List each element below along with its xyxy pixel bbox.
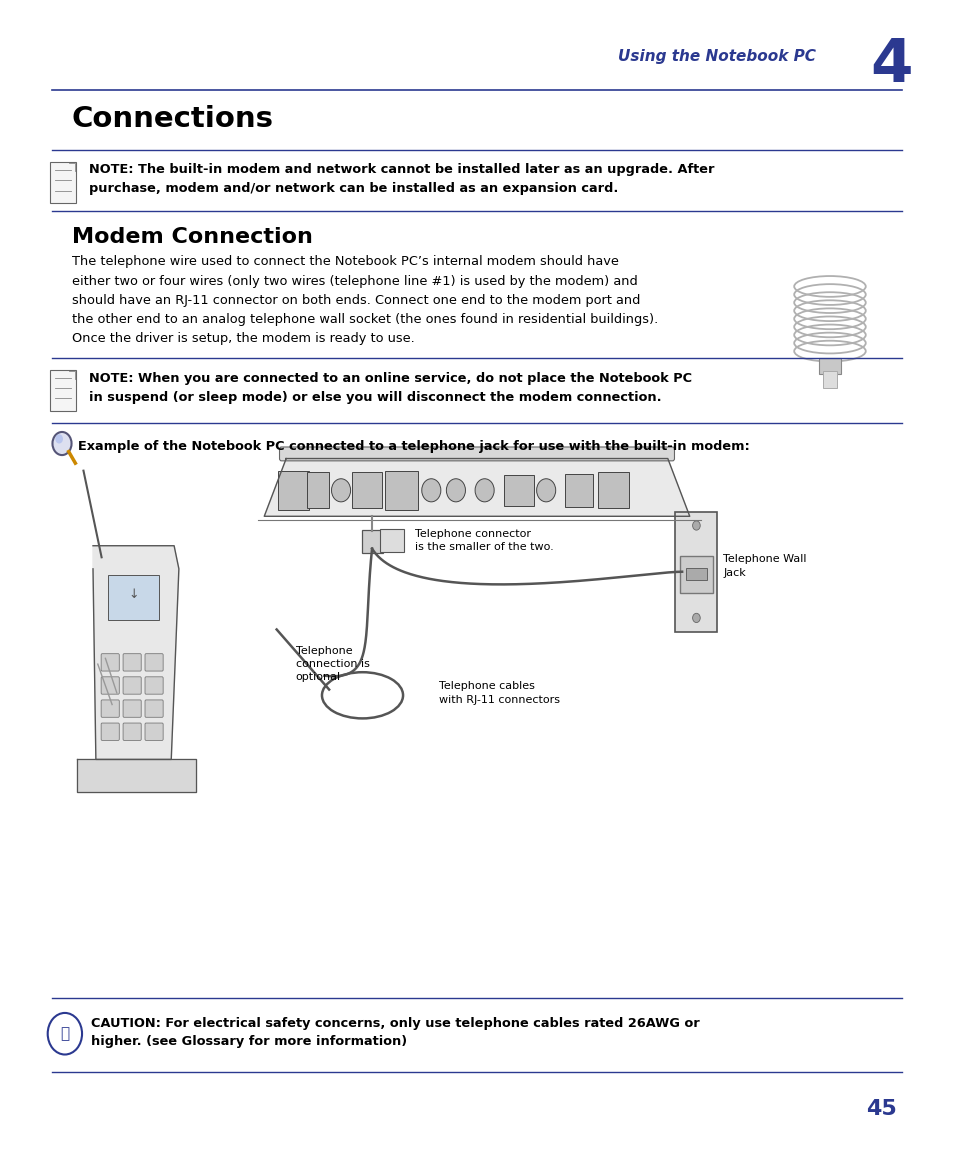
FancyBboxPatch shape <box>123 723 141 740</box>
FancyBboxPatch shape <box>145 700 163 717</box>
Text: The telephone wire used to connect the Notebook PC’s internal modem should have
: The telephone wire used to connect the N… <box>71 255 658 345</box>
FancyBboxPatch shape <box>101 723 119 740</box>
FancyBboxPatch shape <box>675 512 717 632</box>
Text: Using the Notebook PC: Using the Notebook PC <box>617 50 815 64</box>
FancyBboxPatch shape <box>145 677 163 694</box>
FancyBboxPatch shape <box>384 471 417 511</box>
Circle shape <box>55 434 63 444</box>
FancyBboxPatch shape <box>50 370 76 411</box>
FancyBboxPatch shape <box>565 474 593 507</box>
Text: CAUTION: For electrical safety concerns, only use telephone cables rated 26AWG o: CAUTION: For electrical safety concerns,… <box>91 1016 699 1049</box>
Circle shape <box>446 478 465 501</box>
Text: Telephone
connection is
optional: Telephone connection is optional <box>295 646 369 683</box>
FancyBboxPatch shape <box>379 529 404 552</box>
FancyBboxPatch shape <box>50 162 76 203</box>
Circle shape <box>331 478 351 501</box>
Text: 45: 45 <box>865 1098 896 1119</box>
Circle shape <box>536 478 555 501</box>
Circle shape <box>692 613 700 623</box>
FancyBboxPatch shape <box>123 700 141 717</box>
FancyBboxPatch shape <box>818 358 841 374</box>
FancyBboxPatch shape <box>123 654 141 671</box>
Polygon shape <box>93 546 178 760</box>
FancyBboxPatch shape <box>822 371 836 388</box>
FancyBboxPatch shape <box>679 556 712 593</box>
FancyBboxPatch shape <box>101 654 119 671</box>
FancyBboxPatch shape <box>145 723 163 740</box>
Text: ✋: ✋ <box>60 1027 70 1041</box>
Polygon shape <box>264 459 689 516</box>
FancyBboxPatch shape <box>101 700 119 717</box>
Text: Telephone connector
is the smaller of the two.: Telephone connector is the smaller of th… <box>415 529 553 552</box>
Text: Telephone cables
with RJ-11 connectors: Telephone cables with RJ-11 connectors <box>438 681 559 705</box>
Text: NOTE: When you are connected to an online service, do not place the Notebook PC
: NOTE: When you are connected to an onlin… <box>89 372 691 404</box>
Text: Modem Connection: Modem Connection <box>71 226 312 247</box>
Circle shape <box>48 1013 82 1055</box>
Circle shape <box>475 478 494 501</box>
Text: Example of the Notebook PC connected to a telephone jack for use with the built-: Example of the Notebook PC connected to … <box>78 440 749 454</box>
FancyBboxPatch shape <box>278 471 308 511</box>
FancyBboxPatch shape <box>361 530 382 553</box>
Text: 4: 4 <box>870 36 912 96</box>
FancyBboxPatch shape <box>598 472 628 508</box>
Circle shape <box>421 478 440 501</box>
FancyBboxPatch shape <box>101 677 119 694</box>
FancyBboxPatch shape <box>145 654 163 671</box>
FancyBboxPatch shape <box>307 472 329 508</box>
FancyBboxPatch shape <box>108 575 159 620</box>
FancyBboxPatch shape <box>279 447 674 461</box>
FancyBboxPatch shape <box>352 472 382 508</box>
FancyBboxPatch shape <box>503 475 534 506</box>
FancyBboxPatch shape <box>123 677 141 694</box>
Text: ↓: ↓ <box>128 588 139 602</box>
Text: Telephone Wall
Jack: Telephone Wall Jack <box>722 554 806 578</box>
Circle shape <box>52 432 71 455</box>
FancyBboxPatch shape <box>685 568 706 580</box>
Text: NOTE: The built-in modem and network cannot be installed later as an upgrade. Af: NOTE: The built-in modem and network can… <box>89 163 714 195</box>
Polygon shape <box>77 760 196 792</box>
Circle shape <box>692 521 700 530</box>
Text: Connections: Connections <box>71 105 274 133</box>
